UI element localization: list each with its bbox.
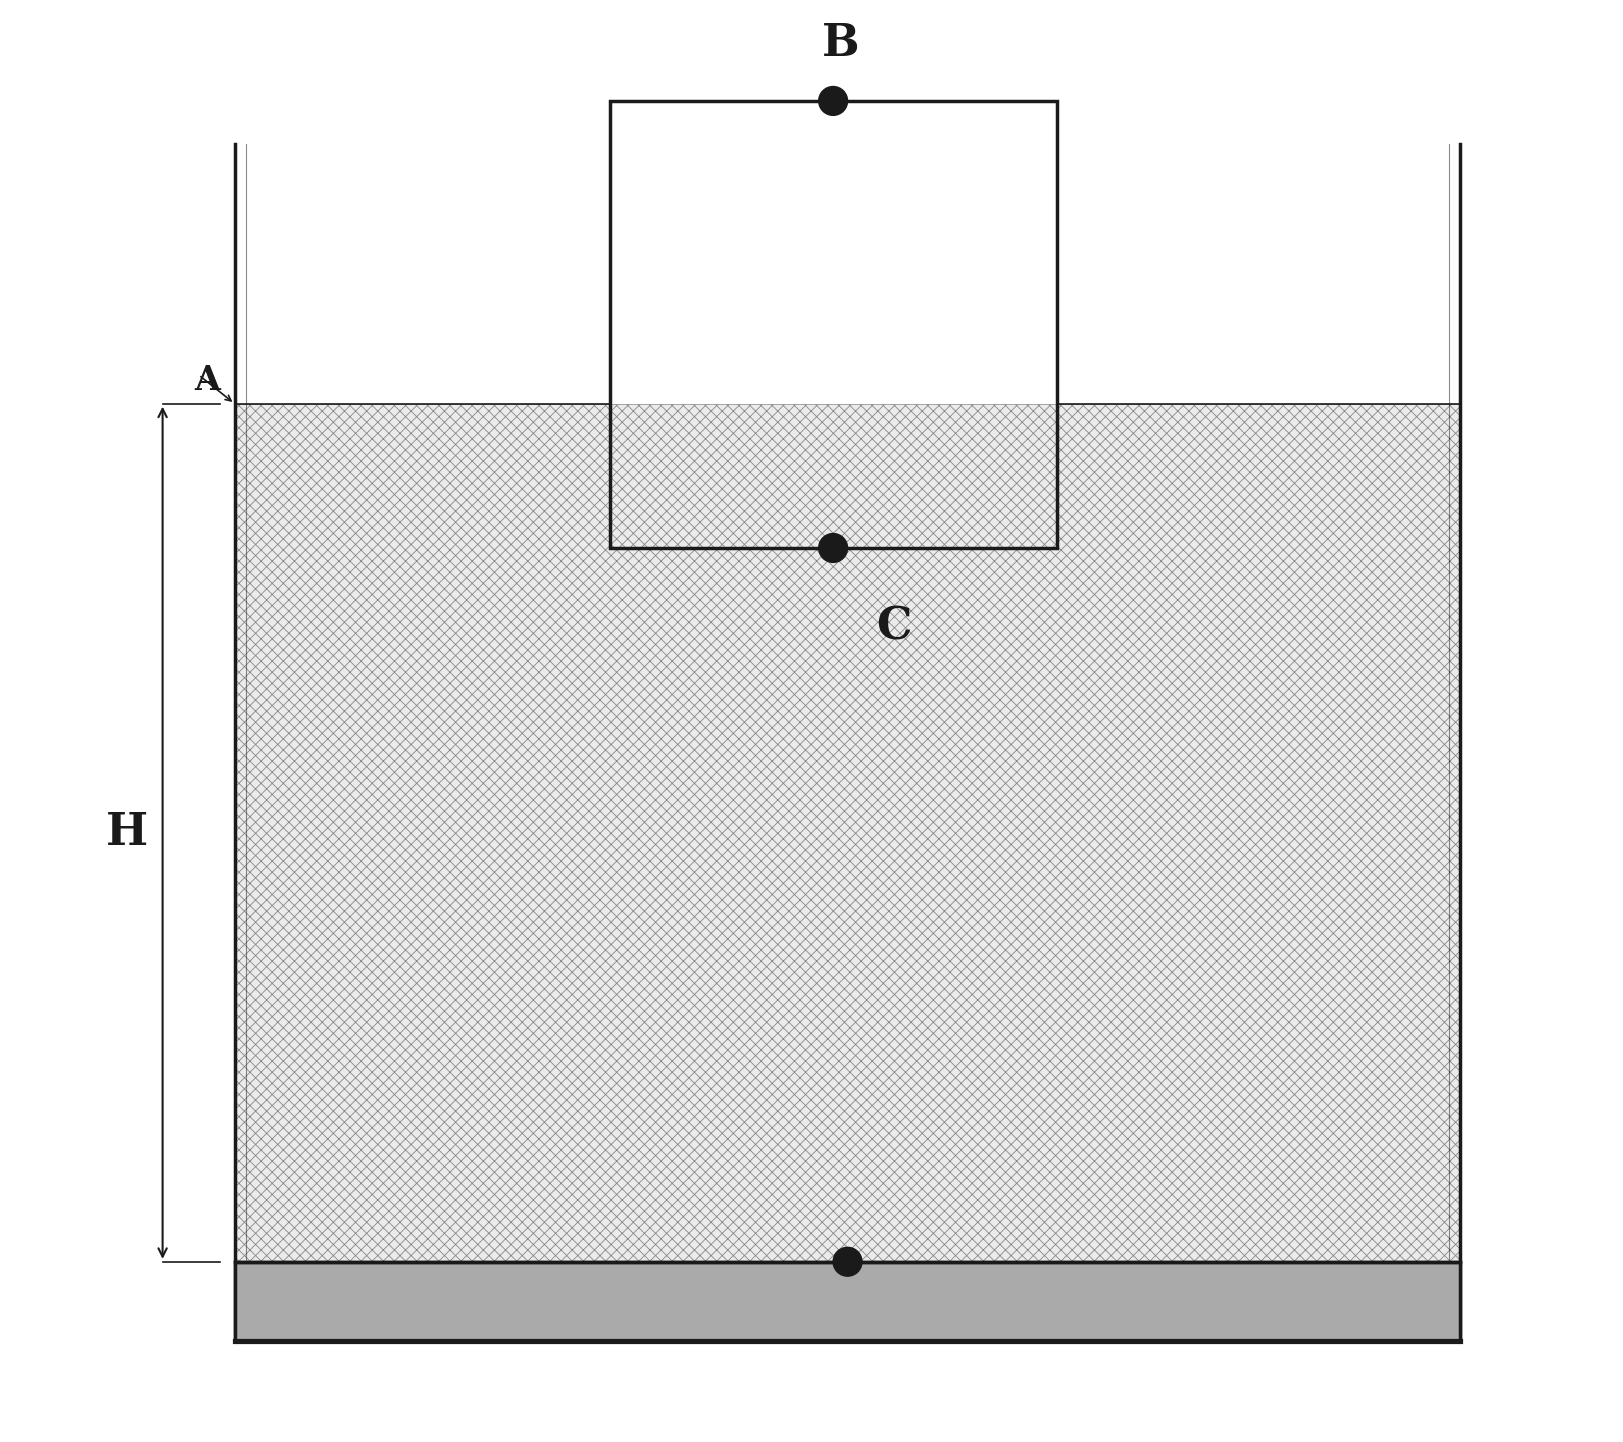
Bar bbox=[610, 101, 1057, 548]
Circle shape bbox=[818, 87, 847, 115]
Text: D: D bbox=[771, 1305, 810, 1348]
Circle shape bbox=[833, 1247, 862, 1276]
Text: A: A bbox=[195, 363, 221, 397]
Text: C: C bbox=[876, 606, 912, 649]
Bar bbox=[235, 1262, 1461, 1341]
Text: H: H bbox=[105, 812, 148, 854]
Text: B: B bbox=[821, 22, 859, 65]
Bar bbox=[610, 101, 1057, 404]
Bar bbox=[610, 404, 1057, 548]
Bar bbox=[235, 404, 1461, 1262]
Bar bbox=[610, 404, 1057, 548]
Bar bbox=[235, 404, 1461, 1262]
Circle shape bbox=[818, 534, 847, 562]
